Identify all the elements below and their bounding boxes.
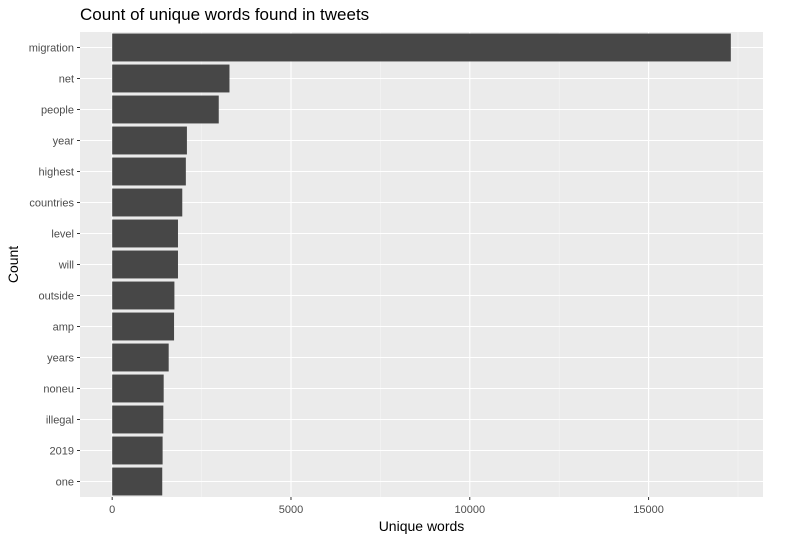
y-tick-label: noneu [43, 384, 74, 396]
bars [112, 33, 731, 496]
x-tick-label: 15000 [633, 504, 664, 516]
bar-people [112, 95, 219, 124]
y-tick-label: 2019 [50, 446, 74, 458]
bar-noneu [112, 374, 164, 403]
y-tick-label: outside [39, 291, 74, 303]
y-tick-label: net [59, 74, 74, 86]
bar-migration [112, 33, 731, 62]
chart-title: Count of unique words found in tweets [80, 5, 369, 24]
x-tick-label: 10000 [454, 504, 485, 516]
y-tick-label: year [53, 136, 75, 148]
bar-will [112, 250, 178, 279]
bar-highest [112, 157, 186, 186]
bar-2019 [112, 436, 163, 465]
y-tick-label: years [47, 353, 74, 365]
x-tick-label: 5000 [279, 504, 303, 516]
y-tick-label: highest [39, 167, 74, 179]
bar-illegal [112, 405, 164, 434]
bar-net [112, 64, 230, 93]
bar-year [112, 126, 187, 155]
bar-outside [112, 281, 175, 310]
y-tick-label: one [56, 477, 74, 489]
bar-level [112, 219, 178, 248]
y-axis-title: Count [5, 246, 21, 283]
x-axis-title: Unique words [379, 518, 465, 534]
bar-years [112, 343, 169, 372]
y-tick-label: level [51, 229, 74, 241]
y-tick-label: people [41, 105, 74, 117]
y-tick-label: will [58, 260, 74, 272]
y-tick-label: countries [29, 198, 74, 210]
y-tick-label: amp [53, 322, 74, 334]
x-axis-ticks: 0 5000 10000 15000 [109, 497, 664, 516]
bar-one [112, 467, 163, 496]
y-tick-label: illegal [46, 415, 74, 427]
y-axis-ticks: migration net people year highest countries le… [29, 43, 80, 489]
bar-countries [112, 188, 183, 217]
x-tick-label: 0 [109, 504, 115, 516]
y-tick-label: migration [29, 43, 74, 55]
bar-amp [112, 312, 175, 341]
